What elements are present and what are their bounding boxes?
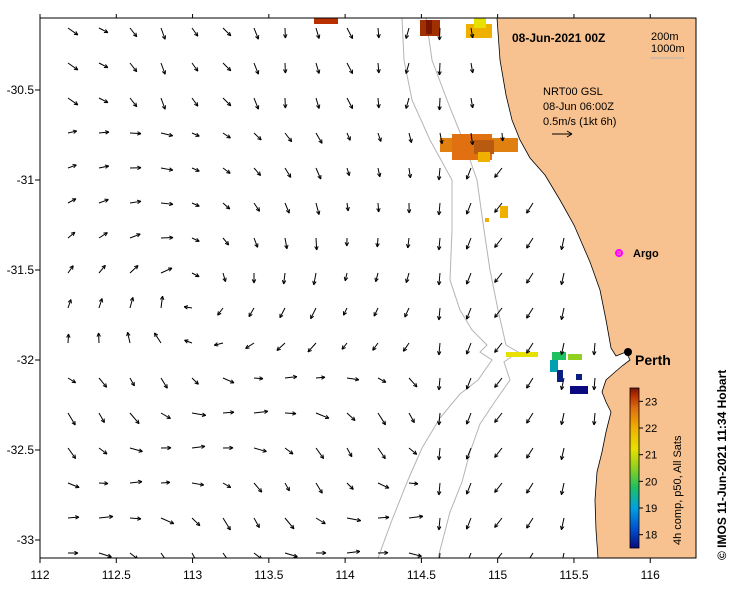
colorbar-tick-label: 22 — [645, 423, 657, 435]
isobath-label-1000m: 1000m — [651, 43, 685, 55]
colorbar-tick-label: 20 — [645, 476, 657, 488]
y-tick-label: -32 — [17, 353, 35, 367]
colorbar — [630, 388, 639, 548]
y-axis: -30.5 -31 -31.5 -32 -32.5 -33 — [7, 83, 40, 547]
colorbar-label: 4h comp, p50, All Sats — [672, 435, 684, 545]
x-tick-label: 113 — [183, 568, 202, 582]
colorbar-tick-label: 19 — [645, 503, 657, 515]
y-tick-label: -33 — [17, 533, 35, 547]
colorbar-tick-label: 23 — [645, 396, 657, 408]
perth-marker — [624, 348, 632, 356]
argo-label: Argo — [633, 248, 659, 260]
x-tick-label: 114 — [336, 568, 355, 582]
legend-line-3: 0.5m/s (1kt 6h) — [543, 116, 616, 128]
y-tick-label: -31.5 — [7, 263, 35, 277]
perth-label: Perth — [635, 352, 671, 368]
colorbar-tick-label: 18 — [645, 530, 657, 542]
x-tick-label: 113.5 — [254, 568, 283, 582]
y-tick-label: -30.5 — [7, 83, 35, 97]
x-tick-label: 116 — [641, 568, 660, 582]
argo-marker — [615, 249, 623, 257]
x-tick-label: 114.5 — [407, 568, 436, 582]
map-title: 08-Jun-2021 00Z — [512, 31, 605, 45]
legend-line-2: 08-Jun 06:00Z — [543, 101, 614, 113]
isobath-label-200m: 200m — [651, 31, 679, 43]
x-tick-label: 115 — [488, 568, 507, 582]
legend-line-1: NRT00 GSL — [543, 86, 603, 98]
y-tick-label: -32.5 — [7, 443, 35, 457]
credit-text: © IMOS 11-Jun-2021 11:34 Hobart — [715, 370, 729, 560]
x-tick-label: 112.5 — [102, 568, 131, 582]
x-tick-label: 112 — [30, 568, 49, 582]
y-tick-label: -31 — [17, 173, 35, 187]
x-tick-label: 115.5 — [559, 568, 588, 582]
colorbar-tick-label: 21 — [645, 450, 657, 462]
